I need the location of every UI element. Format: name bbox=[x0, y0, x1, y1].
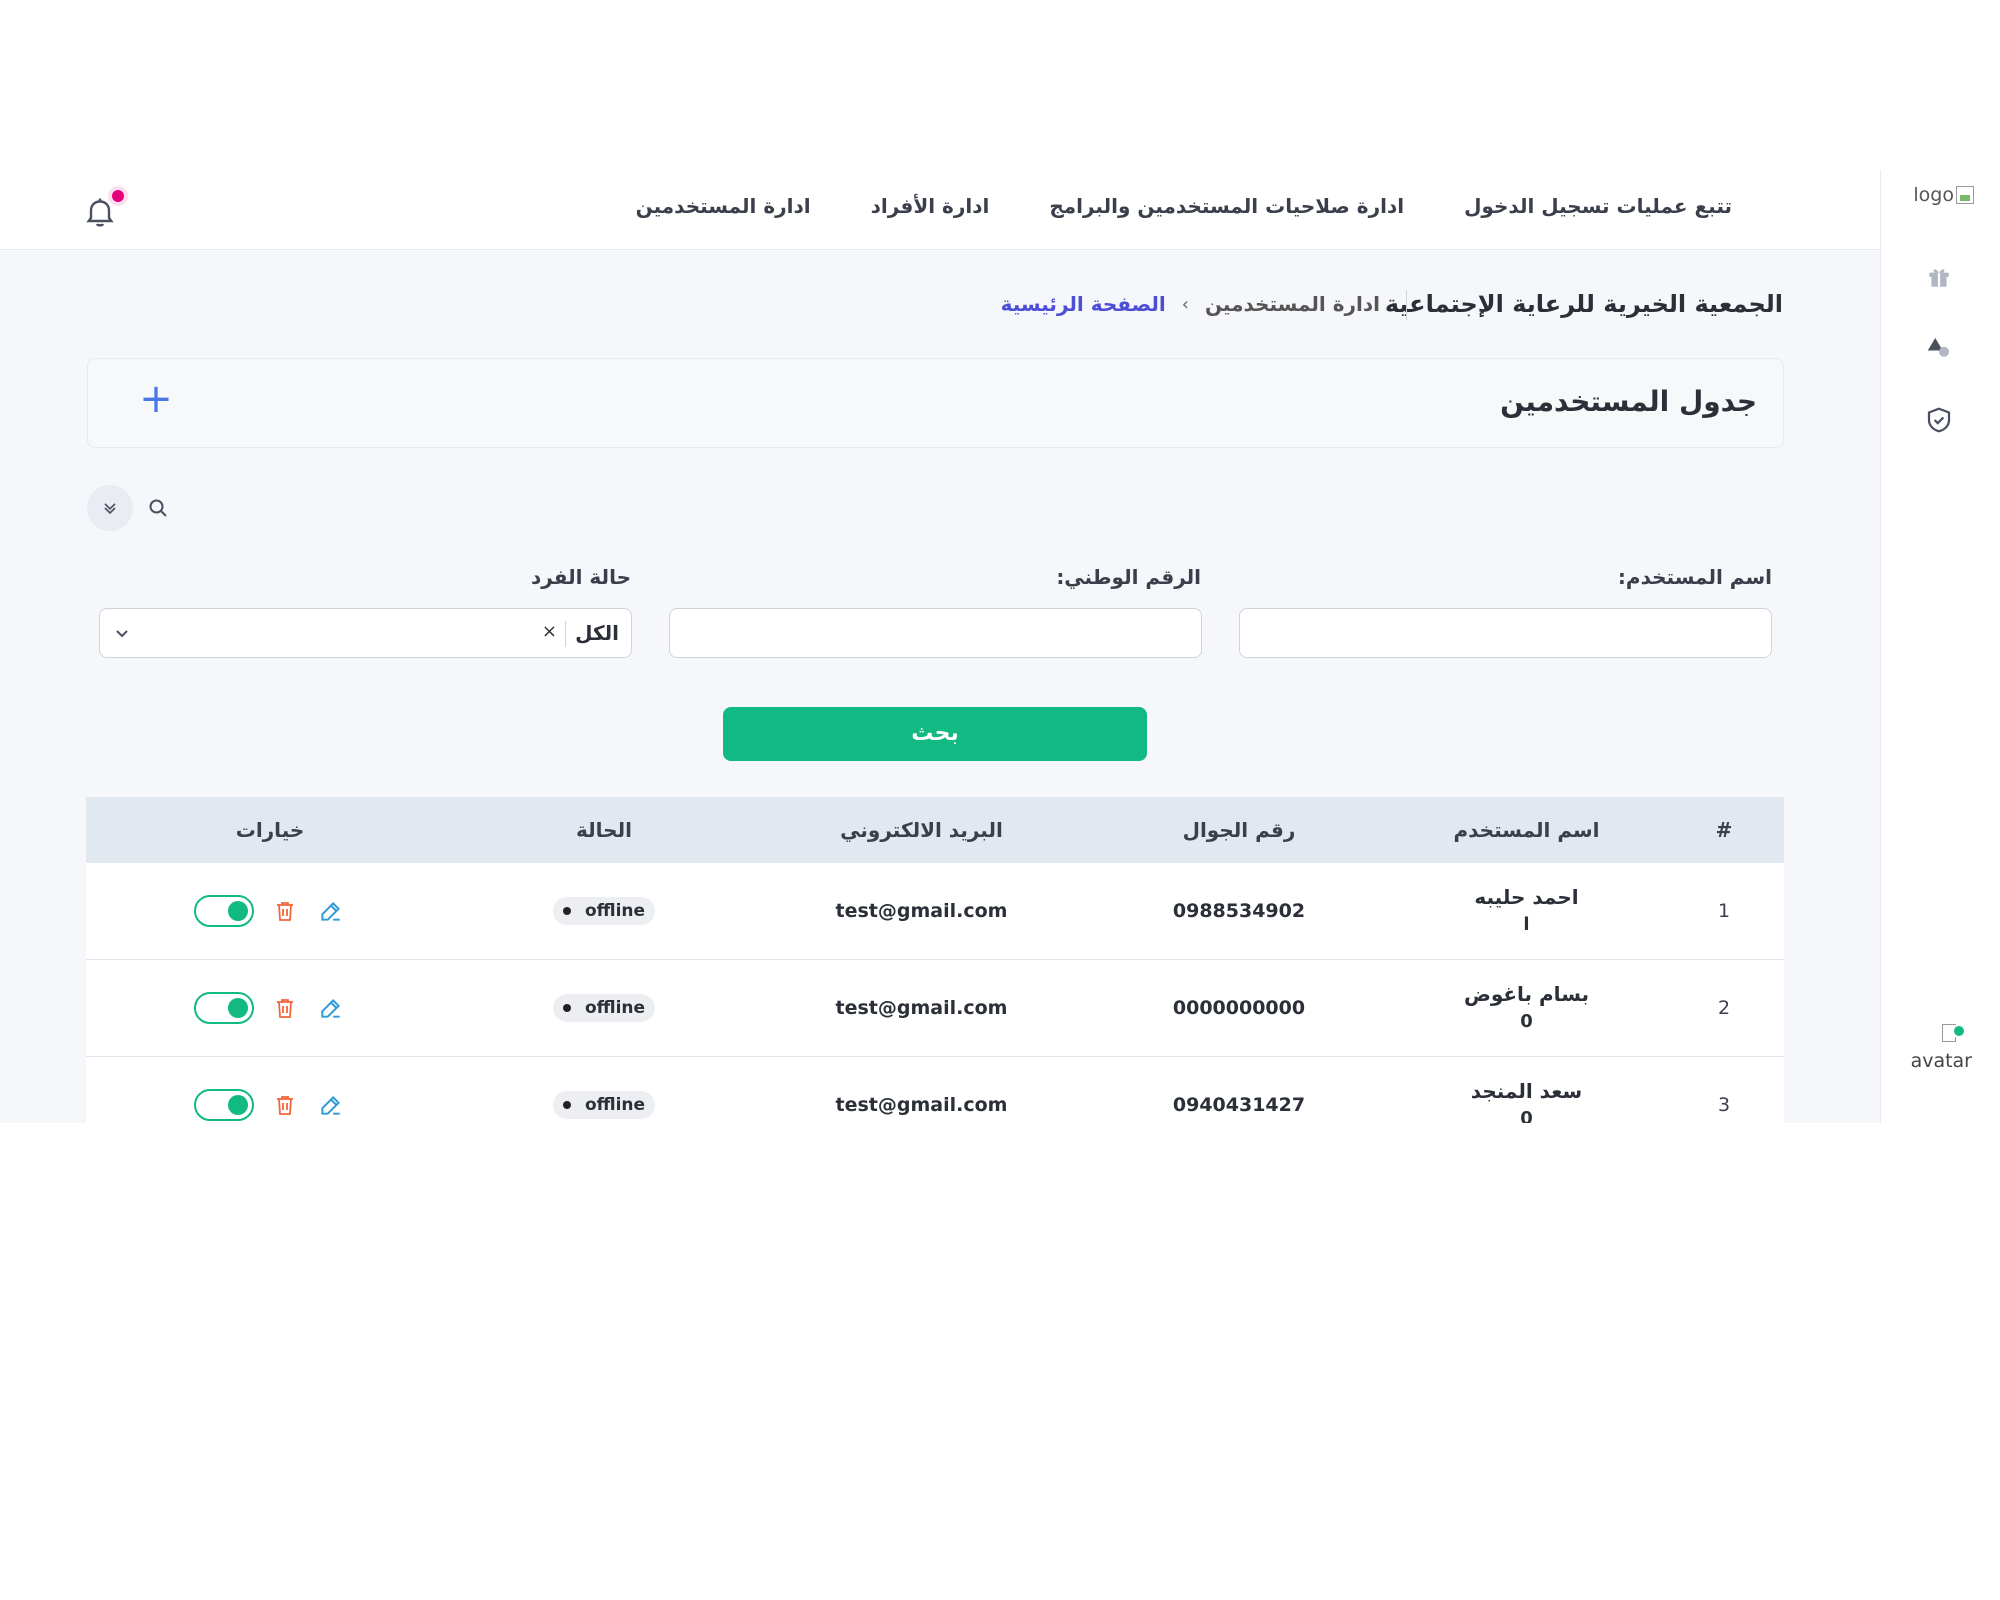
row-options bbox=[86, 992, 454, 1024]
username-label: اسم المستخدم: bbox=[1617, 565, 1772, 589]
table-row: 1 احمد حليبه ا 0988534902 test@gmail.com… bbox=[86, 863, 1784, 960]
row-username-sub: 0 bbox=[1520, 1011, 1533, 1032]
col-header-phone: رقم الجوال bbox=[1182, 818, 1296, 842]
avatar-alt-text: avatar bbox=[1910, 1050, 1972, 1072]
delete-icon[interactable] bbox=[270, 896, 300, 926]
row-status: offline bbox=[454, 1091, 754, 1119]
shield-check-icon[interactable] bbox=[1924, 405, 1954, 435]
chevron-down-icon[interactable] bbox=[110, 621, 134, 645]
row-number: 2 bbox=[1717, 997, 1731, 1019]
status-select-value: الكل bbox=[575, 621, 619, 645]
col-header-options: خيارات bbox=[235, 818, 305, 842]
row-options bbox=[86, 895, 454, 927]
status-badge: offline bbox=[552, 994, 656, 1022]
row-username-sub: 0 bbox=[1520, 1108, 1533, 1123]
broken-image-icon bbox=[1956, 186, 1974, 204]
row-username: سعد المنجد 0 bbox=[1389, 1077, 1664, 1123]
username-input[interactable] bbox=[1239, 608, 1772, 658]
status-dot bbox=[562, 1101, 571, 1109]
edit-icon[interactable] bbox=[316, 1090, 346, 1120]
chevrons-down-icon bbox=[104, 503, 116, 515]
status-label: حالة الفرد bbox=[531, 565, 631, 589]
sidebar: logo avatar bbox=[1880, 170, 2000, 1123]
select-divider bbox=[565, 621, 566, 647]
shapes-icon[interactable] bbox=[1924, 333, 1954, 363]
status-badge: offline bbox=[552, 897, 656, 925]
status-badge: offline bbox=[552, 1091, 656, 1119]
status-badge-text: offline bbox=[584, 998, 646, 1018]
edit-icon[interactable] bbox=[316, 896, 346, 926]
gift-icon[interactable] bbox=[1924, 262, 1954, 292]
delete-icon[interactable] bbox=[270, 993, 300, 1023]
search-icon[interactable] bbox=[146, 496, 170, 520]
delete-icon[interactable] bbox=[270, 1090, 300, 1120]
table-header-row: # اسم المستخدم رقم الجوال البريد الالكتر… bbox=[86, 797, 1784, 863]
row-email: test@gmail.com bbox=[835, 900, 1008, 922]
nav-individuals[interactable]: ادارة الأفراد bbox=[870, 194, 990, 218]
col-header-status: الحالة bbox=[576, 818, 632, 842]
edit-icon[interactable] bbox=[316, 993, 346, 1023]
top-bar: تتبع عمليات تسجيل الدخول ادارة صلاحيات ا… bbox=[0, 170, 1880, 250]
row-username-sub: ا bbox=[1523, 914, 1530, 935]
table-header-card: جدول المستخدمين + bbox=[87, 358, 1784, 448]
row-status: offline bbox=[454, 994, 754, 1022]
row-username-text: احمد حليبه bbox=[1474, 885, 1579, 909]
status-dot bbox=[562, 907, 571, 915]
search-button[interactable]: بحث bbox=[723, 707, 1147, 761]
toggle-knob bbox=[228, 998, 248, 1018]
status-badge-text: offline bbox=[584, 901, 646, 921]
row-username-text: بسام باغوض bbox=[1463, 982, 1590, 1006]
avatar[interactable]: avatar bbox=[1910, 1024, 1972, 1072]
active-toggle[interactable] bbox=[194, 1089, 254, 1121]
toggle-knob bbox=[228, 1095, 248, 1115]
row-number: 1 bbox=[1717, 900, 1731, 922]
notifications-button[interactable] bbox=[82, 186, 124, 227]
card-title: جدول المستخدمين bbox=[1500, 385, 1757, 418]
online-indicator bbox=[1952, 1024, 1966, 1038]
col-header-email: البريد الالكتروني bbox=[840, 818, 1003, 842]
row-email: test@gmail.com bbox=[835, 1094, 1008, 1116]
breadcrumb-home[interactable]: الصفحة الرئيسية bbox=[1000, 292, 1166, 316]
row-phone: 0940431427 bbox=[1172, 1094, 1306, 1116]
table-row: 3 سعد المنجد 0 0940431427 test@gmail.com… bbox=[86, 1057, 1784, 1123]
toggle-knob bbox=[228, 901, 248, 921]
status-dot bbox=[562, 1004, 571, 1012]
row-options bbox=[86, 1089, 454, 1121]
logo-alt-text: logo bbox=[1913, 184, 1954, 206]
nav-users[interactable]: ادارة المستخدمين bbox=[635, 194, 811, 218]
col-header-name: اسم المستخدم bbox=[1453, 818, 1600, 842]
row-username-text: سعد المنجد bbox=[1470, 1079, 1583, 1103]
table-row: 2 بسام باغوض 0 0000000000 test@gmail.com… bbox=[86, 960, 1784, 1057]
breadcrumb: الصفحة الرئيسية › ادارة المستخدمين bbox=[1001, 292, 1380, 316]
national-id-input[interactable] bbox=[669, 608, 1202, 658]
bell-icon bbox=[86, 198, 114, 227]
breadcrumb-current: ادارة المستخدمين bbox=[1204, 292, 1380, 316]
title-divider bbox=[1406, 290, 1407, 320]
row-phone: 0000000000 bbox=[1172, 997, 1306, 1019]
users-table: # اسم المستخدم رقم الجوال البريد الالكتر… bbox=[86, 797, 1784, 1123]
row-username: بسام باغوض 0 bbox=[1389, 980, 1664, 1036]
active-toggle[interactable] bbox=[194, 895, 254, 927]
status-badge-text: offline bbox=[584, 1095, 646, 1115]
nav-login-tracking[interactable]: تتبع عمليات تسجيل الدخول bbox=[1464, 194, 1732, 218]
clear-icon[interactable]: × bbox=[541, 621, 557, 642]
col-header-num: # bbox=[1715, 818, 1733, 842]
active-toggle[interactable] bbox=[194, 992, 254, 1024]
breadcrumb-chevron-icon: › bbox=[1181, 293, 1189, 315]
app-frame: logo avatar bbox=[0, 170, 2000, 1123]
row-email: test@gmail.com bbox=[835, 997, 1008, 1019]
row-status: offline bbox=[454, 897, 754, 925]
main-nav: تتبع عمليات تسجيل الدخول ادارة صلاحيات ا… bbox=[636, 194, 1732, 218]
row-username: احمد حليبه ا bbox=[1389, 883, 1664, 939]
logo[interactable]: logo bbox=[1913, 184, 1974, 206]
row-number: 3 bbox=[1717, 1094, 1731, 1116]
nav-permissions[interactable]: ادارة صلاحيات المستخدمين والبرامج bbox=[1049, 194, 1405, 218]
national-id-label: الرقم الوطني: bbox=[1056, 565, 1201, 589]
row-phone: 0988534902 bbox=[1172, 900, 1306, 922]
page-title: الجمعية الخيرية للرعاية الإجتماعية bbox=[1384, 290, 1783, 318]
toggle-filters-button[interactable] bbox=[87, 485, 133, 531]
add-user-button[interactable]: + bbox=[139, 376, 173, 422]
status-select[interactable]: الكل × bbox=[99, 608, 632, 658]
notification-badge bbox=[112, 190, 124, 202]
